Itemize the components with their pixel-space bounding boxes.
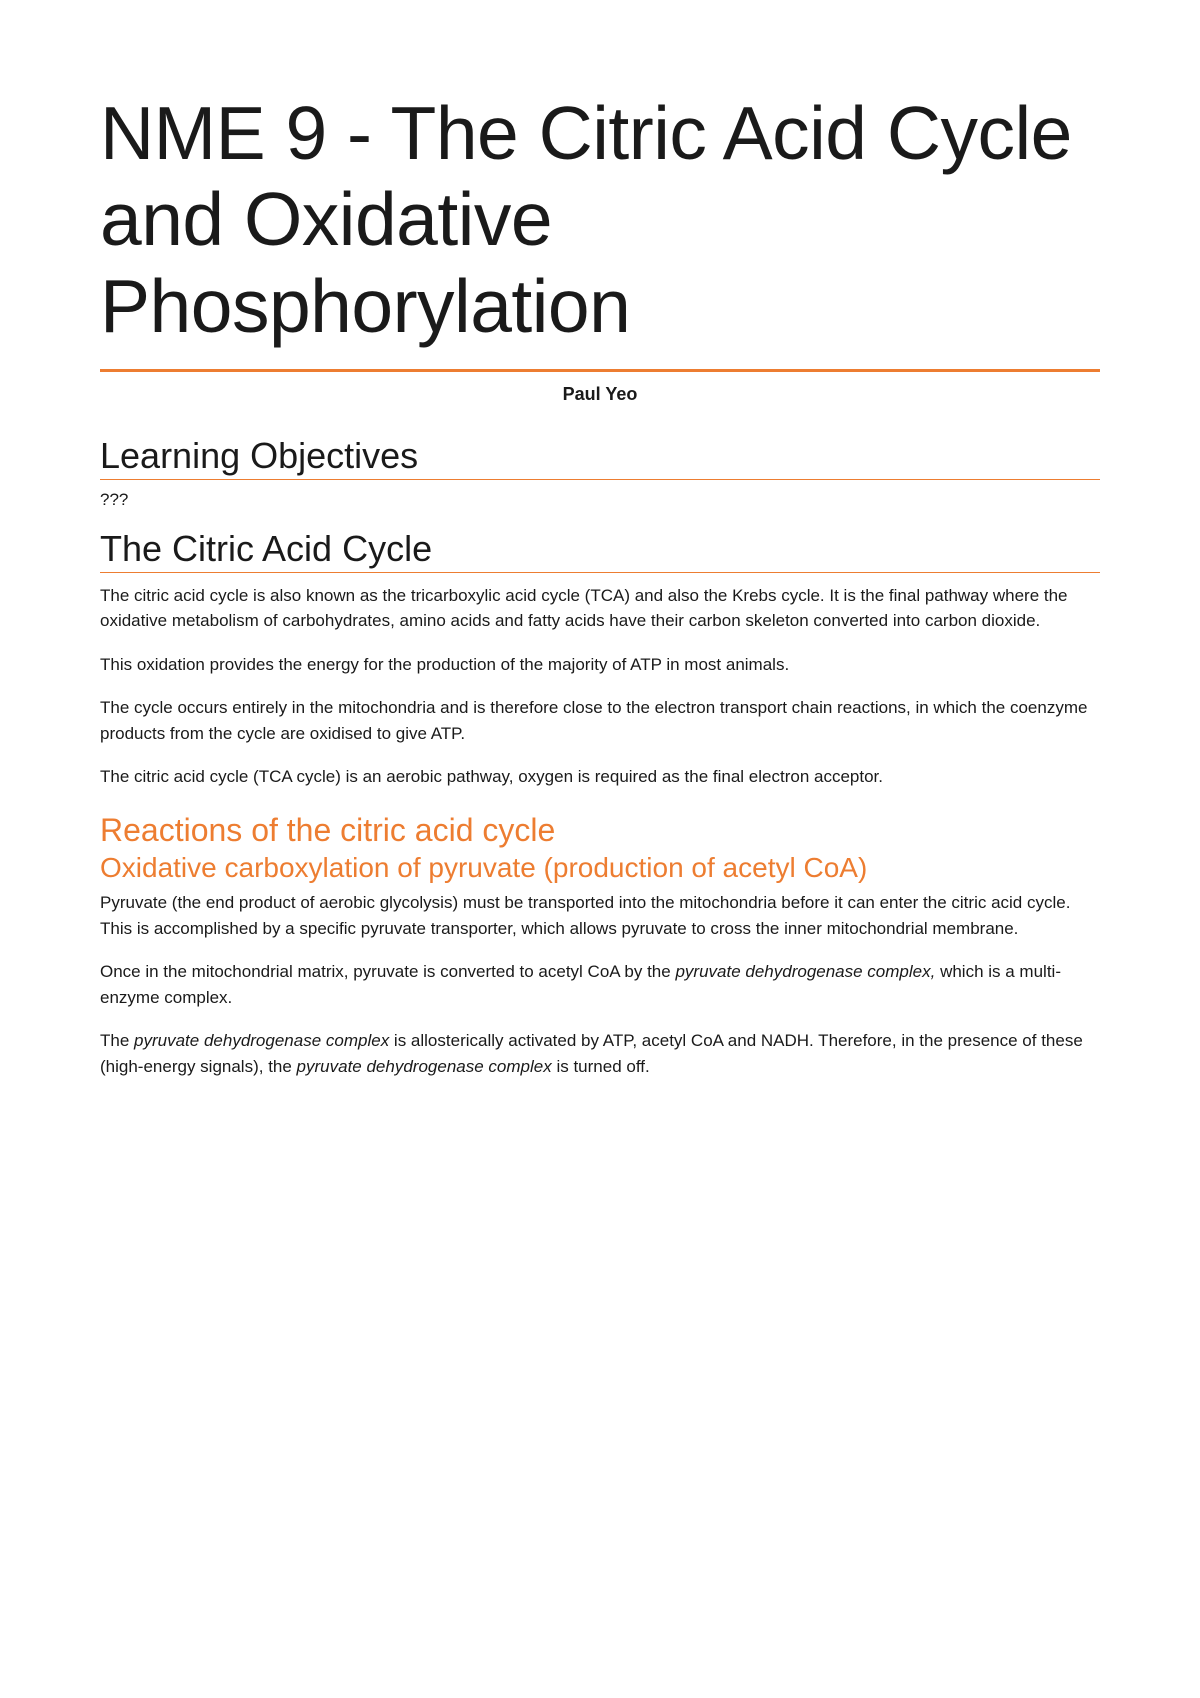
document-title: NME 9 - The Citric Acid Cycle and Oxidat…: [100, 90, 1100, 349]
learning-objectives-content: ???: [100, 490, 1100, 510]
paragraph: The cycle occurs entirely in the mitocho…: [100, 695, 1100, 746]
paragraph: This oxidation provides the energy for t…: [100, 652, 1100, 678]
heading-learning-objectives: Learning Objectives: [100, 435, 1100, 480]
heading-reactions: Reactions of the citric acid cycle: [100, 812, 1100, 849]
paragraph: Once in the mitochondrial matrix, pyruva…: [100, 959, 1100, 1010]
paragraph: The pyruvate dehydrogenase complex is al…: [100, 1028, 1100, 1079]
subheading-oxidative-carboxylation: Oxidative carboxylation of pyruvate (pro…: [100, 851, 1100, 885]
text-span: The: [100, 1031, 134, 1050]
paragraph: The citric acid cycle is also known as t…: [100, 583, 1100, 634]
text-span: Once in the mitochondrial matrix, pyruva…: [100, 962, 675, 981]
heading-citric-acid-cycle: The Citric Acid Cycle: [100, 528, 1100, 573]
emphasis: pyruvate dehydrogenase complex: [134, 1031, 389, 1050]
title-divider: [100, 369, 1100, 372]
paragraph: The citric acid cycle (TCA cycle) is an …: [100, 764, 1100, 790]
paragraph: Pyruvate (the end product of aerobic gly…: [100, 890, 1100, 941]
emphasis: pyruvate dehydrogenase complex: [297, 1057, 552, 1076]
author-name: Paul Yeo: [100, 384, 1100, 405]
text-span: is turned off.: [552, 1057, 650, 1076]
emphasis: pyruvate dehydrogenase complex,: [675, 962, 935, 981]
